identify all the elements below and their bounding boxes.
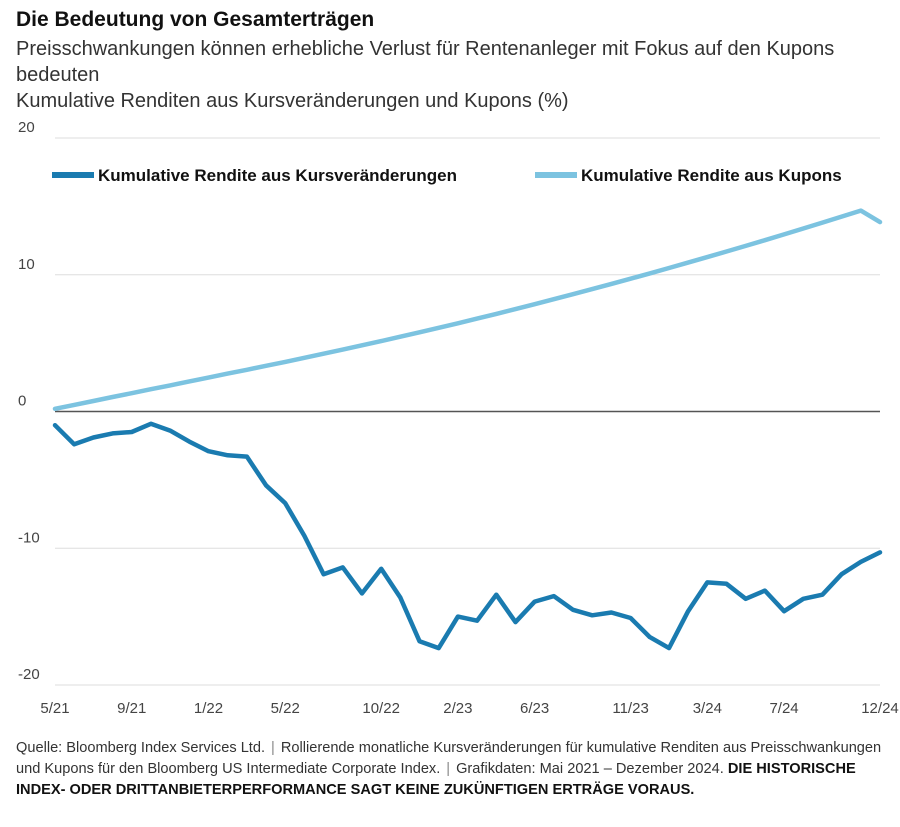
y-tick-label: -20 <box>18 666 40 683</box>
series-lines <box>52 208 883 651</box>
footer-note: Rollierende monatliche Kursveränderungen… <box>16 740 882 777</box>
y-tick-label: 20 <box>18 120 35 136</box>
x-tick-label: 7/24 <box>769 700 798 717</box>
chart-title: Die Bedeutung von Gesamterträgen <box>16 8 375 31</box>
x-tick-label: 1/22 <box>194 700 223 717</box>
footer-disclaimer: DIE HISTORISCHE INDEX- ODER DRITTANBIETE… <box>16 761 856 798</box>
legend-label-price: Kumulative Rendite aus Kursveränderungen <box>98 166 457 185</box>
y-tick-label: -10 <box>18 529 40 546</box>
chart-footer: Quelle: Bloomberg Index Services Ltd. | Ro… <box>16 740 882 798</box>
series-line-price <box>52 421 883 651</box>
legend: Kumulative Rendite aus Kursveränderungen… <box>52 166 842 185</box>
series-line-coupon <box>52 208 883 412</box>
x-tick-label: 10/22 <box>362 700 400 717</box>
chart-unit-label: Kumulative Renditen aus Kursveränderunge… <box>16 90 569 112</box>
x-tick-label: 2/23 <box>443 700 472 717</box>
y-tick-label: 10 <box>18 256 35 273</box>
x-tick-label: 9/21 <box>117 700 146 717</box>
footer-source: Quelle: Bloomberg Index Services Ltd. <box>16 740 266 756</box>
x-tick-label: 3/24 <box>693 700 722 717</box>
chart-subtitle: Preisschwankungen können erhebliche Verl… <box>16 38 835 86</box>
line-chart: 20 10 0 -10 -20 5/21 9/21 1/22 5/22 10/22 2/23 6/2… <box>18 120 899 717</box>
x-axis-ticks: 5/21 9/21 1/22 5/22 10/22 2/23 6/23 11/23 3/24 7/… <box>40 700 898 717</box>
y-tick-label: 0 <box>18 393 26 410</box>
legend-label-coupon: Kumulative Rendite aus Kupons <box>581 166 842 185</box>
x-tick-label: 5/22 <box>271 700 300 717</box>
x-tick-label: 11/23 <box>612 700 648 717</box>
x-tick-label: 12/24 <box>861 700 899 717</box>
x-tick-label: 6/23 <box>520 700 549 717</box>
y-axis-ticks: 20 10 0 -10 -20 <box>18 120 40 683</box>
x-tick-label: 5/21 <box>40 700 69 717</box>
footer-dates: Grafikdaten: Mai 2021 – Dezember 2024. <box>456 761 724 777</box>
gridlines <box>55 137 880 686</box>
